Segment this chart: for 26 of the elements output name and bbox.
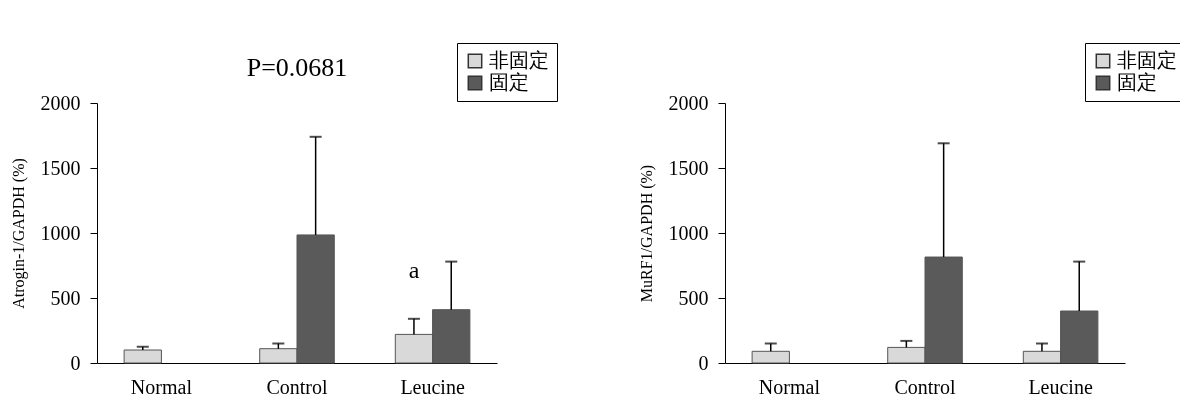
y-tick-label: 0: [698, 351, 709, 374]
x-tick-label: Normal: [130, 375, 193, 398]
x-tick-label: Control: [266, 375, 328, 398]
annotation: a: [408, 257, 420, 283]
y-tick-label: 1500: [40, 156, 81, 179]
y-tick-label: 500: [678, 286, 709, 309]
y-tick-label: 1000: [668, 221, 709, 244]
y-axis-title: Atrogin-1/GAPDH (%): [9, 158, 28, 309]
legend-label: 固定: [489, 71, 529, 93]
bar: [123, 349, 162, 364]
y-axis-title: MuRF1/GAPDH (%): [637, 164, 656, 303]
y-tick-label: 0: [70, 351, 81, 374]
y-tick-label: 1000: [40, 221, 81, 244]
legend-label: 非固定: [1117, 49, 1177, 71]
text: P=0.0681: [246, 53, 348, 82]
legend-label: 非固定: [489, 49, 549, 71]
y-tick-label: 1500: [668, 156, 709, 179]
y-tick-label: 2000: [40, 91, 81, 114]
x-tick-label: Leucine: [400, 375, 465, 398]
x-tick-label: Leucine: [1028, 375, 1093, 398]
x-tick-label: Normal: [758, 375, 821, 398]
y-tick-label: 2000: [668, 91, 709, 114]
x-tick-label: Control: [894, 375, 956, 398]
legend-label: 固定: [1117, 71, 1157, 93]
y-tick-label: 500: [50, 286, 81, 309]
bar: [751, 350, 790, 364]
